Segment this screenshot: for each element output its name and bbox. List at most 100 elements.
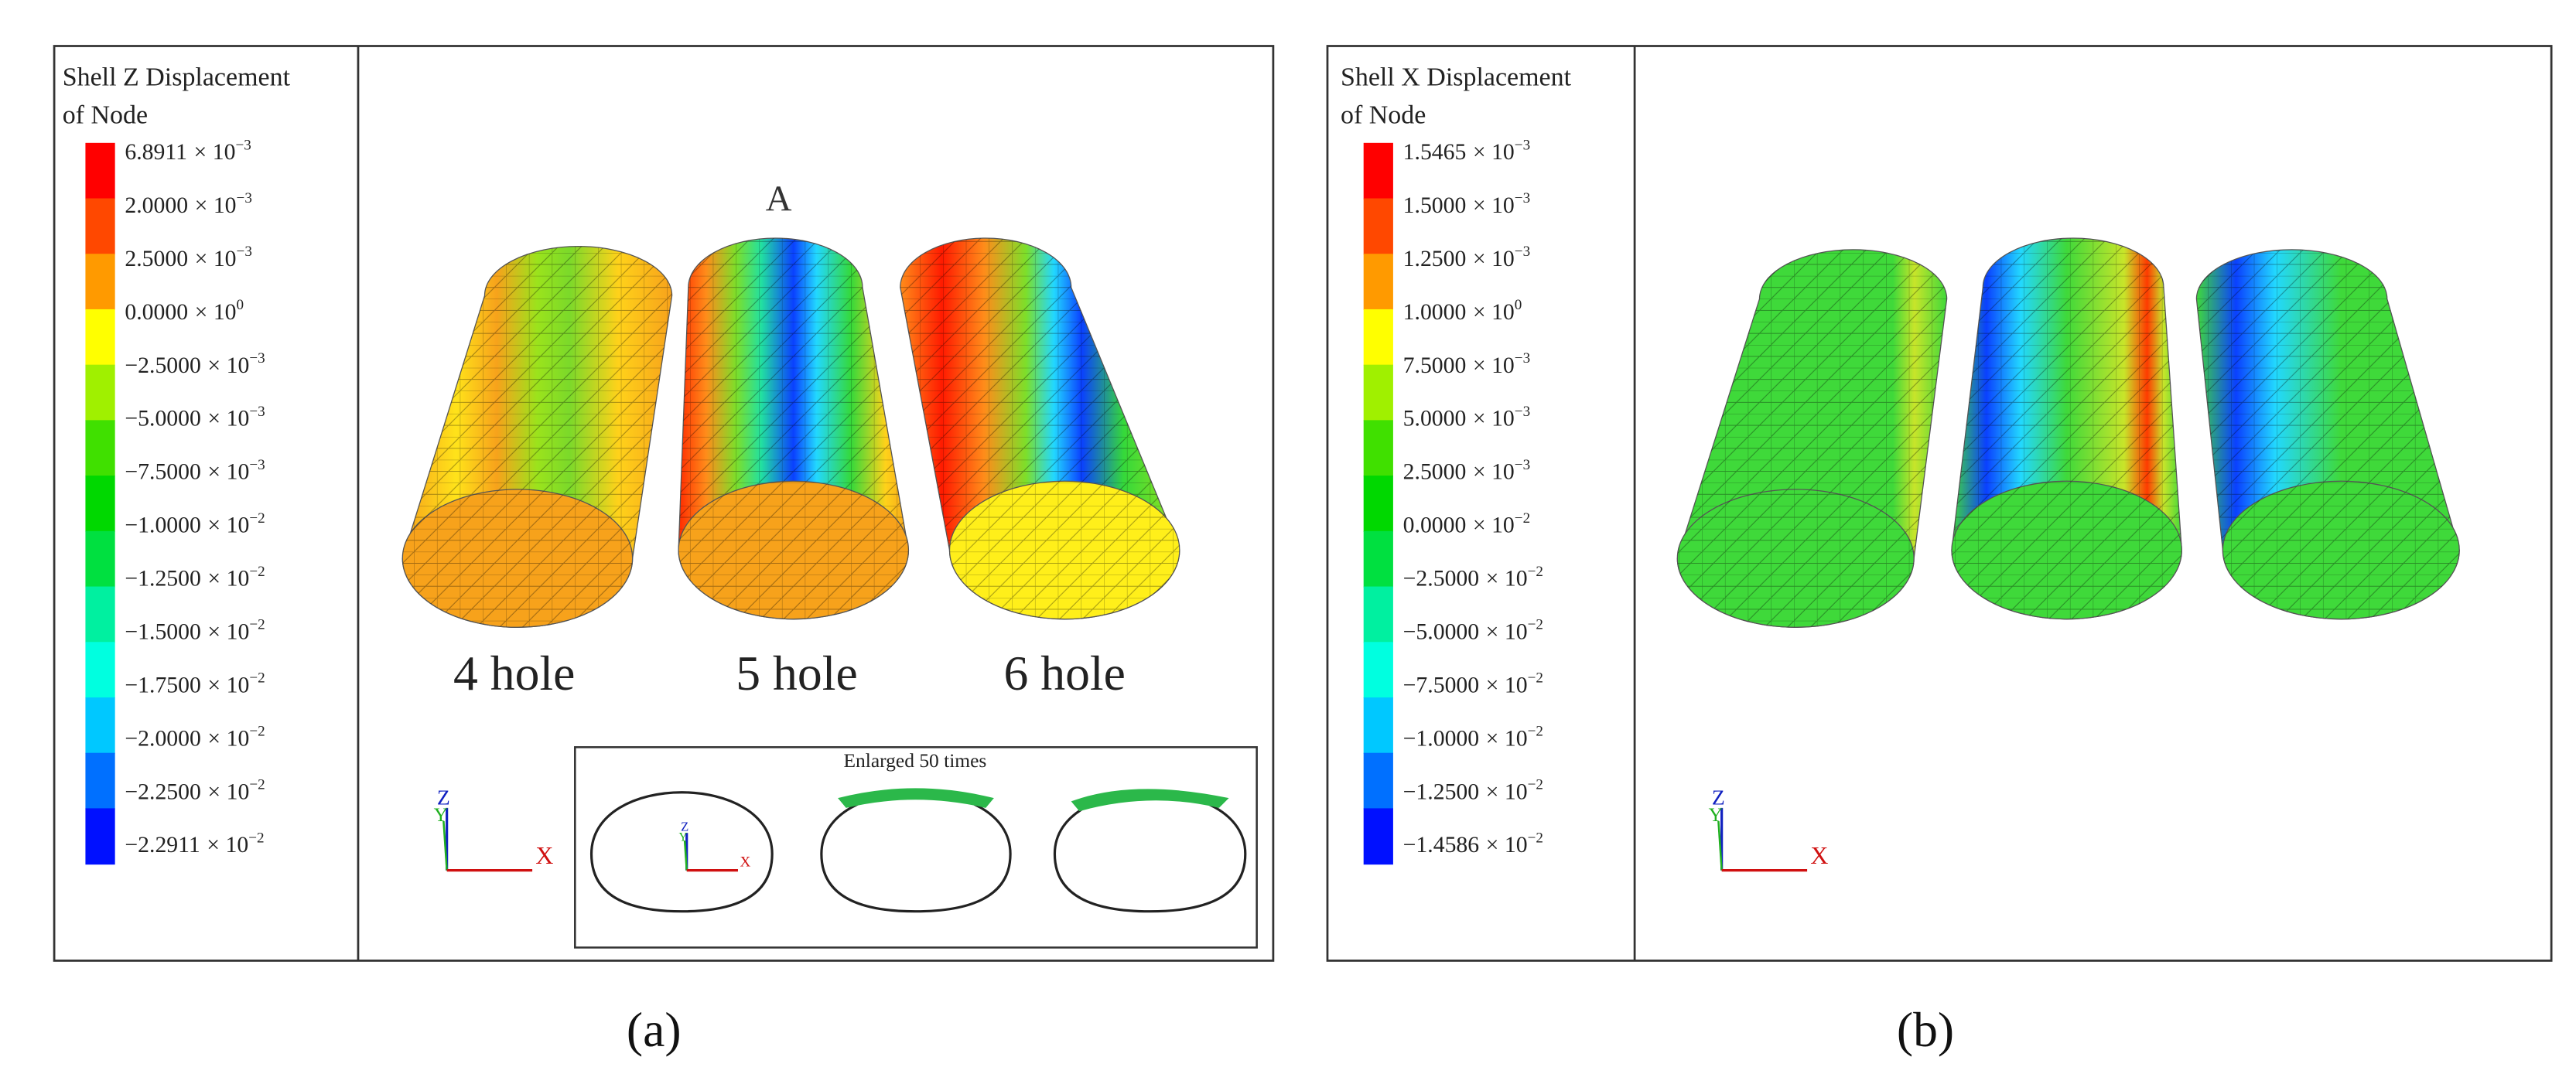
legend-exponent: −2 — [249, 777, 265, 793]
legend-exponent: −3 — [1515, 244, 1530, 260]
legend-mantissa: 1.0000 — [1403, 300, 1467, 325]
legend-base: × 10 — [1473, 140, 1515, 165]
axis-label: X — [535, 842, 553, 869]
legend-band — [85, 420, 115, 477]
legend-label: 6.8911 × 10−3 — [125, 137, 251, 165]
legend-band — [85, 476, 115, 532]
legend-base: × 10 — [207, 833, 248, 857]
legend-base: × 10 — [207, 726, 249, 751]
legend-label: 5.0000 × 10−3 — [1403, 404, 1530, 431]
legend-mantissa: 1.5465 — [1403, 140, 1467, 165]
legend-mantissa: −2.2911 — [125, 833, 200, 857]
legend-base: × 10 — [1486, 673, 1528, 697]
legend-band — [85, 642, 115, 699]
legend-base: × 10 — [207, 619, 249, 644]
panel-label: (b) — [1897, 1002, 1954, 1057]
legend-label: 1.0000 × 100 — [1403, 297, 1522, 325]
legend-mantissa: −5.0000 — [1403, 619, 1480, 644]
legend-label: −5.0000 × 10−3 — [125, 404, 265, 431]
axis-y — [683, 840, 688, 871]
cylinder-cap-mesh — [1677, 489, 1915, 628]
tunnel-outline — [1053, 791, 1247, 913]
legend-base: × 10 — [207, 673, 249, 697]
legend-base: × 10 — [1486, 619, 1528, 644]
legend-exponent: −2 — [249, 670, 265, 687]
legend-base: × 10 — [1486, 726, 1528, 751]
legend-mantissa: 2.5000 — [125, 247, 188, 271]
legend-band — [1363, 420, 1393, 477]
cylinder-label: 4 hole — [453, 646, 575, 701]
legend-label: 1.5000 × 10−3 — [1403, 190, 1530, 218]
legend-exponent: −2 — [1528, 777, 1543, 793]
legend-label: −2.2911 × 10−2 — [125, 830, 264, 858]
legend-exponent: −2 — [249, 510, 265, 527]
axis-label: Y — [1709, 803, 1723, 826]
legend-base: × 10 — [1473, 247, 1515, 271]
cylinder-cap-mesh — [678, 481, 909, 619]
legend-exponent: −2 — [249, 724, 265, 740]
legend-band — [85, 530, 115, 588]
legend-base: × 10 — [195, 300, 237, 325]
panel-label: (a) — [627, 1002, 682, 1057]
axis-y — [442, 820, 448, 871]
legend-base: × 10 — [195, 193, 237, 218]
legend-label: −5.0000 × 10−2 — [1403, 617, 1543, 645]
legend-band — [1363, 254, 1393, 311]
legend-mantissa: 5.0000 — [1403, 407, 1467, 431]
legend-band — [85, 586, 115, 643]
legend-exponent: −2 — [1515, 510, 1530, 527]
legend-band — [85, 697, 115, 754]
legend-label: −2.5000 × 10−3 — [125, 350, 265, 378]
axis-label: Z — [437, 786, 450, 810]
legend-base: × 10 — [1486, 779, 1528, 804]
legend-label: −2.5000 × 10−2 — [1403, 564, 1543, 592]
legend-title: Shell X Displacement — [1341, 63, 1572, 91]
cylinder-cap-mesh — [402, 489, 633, 628]
legend-label: −7.5000 × 10−3 — [125, 457, 265, 485]
legend-mantissa: −1.5000 — [125, 619, 201, 644]
legend-label: 1.2500 × 10−3 — [1403, 244, 1530, 271]
legend-exponent: −3 — [1515, 137, 1530, 153]
legend-label: 7.5000 × 10−3 — [1403, 350, 1530, 378]
legend-band — [1363, 476, 1393, 532]
deformation — [838, 788, 994, 808]
legend-band — [85, 808, 115, 865]
legend-exponent: −3 — [249, 350, 265, 367]
legend-mantissa: −7.5000 — [125, 460, 201, 485]
legend-base: × 10 — [207, 779, 249, 804]
legend-exponent: −3 — [1515, 190, 1530, 206]
legend-label: 2.5000 × 10−3 — [125, 244, 251, 271]
tunnel-outline — [589, 791, 774, 913]
axis-y — [1717, 820, 1723, 871]
axis-label: Y — [434, 803, 448, 826]
legend-base: × 10 — [195, 247, 237, 271]
legend-base: × 10 — [1486, 567, 1528, 592]
legend-exponent: −2 — [1528, 670, 1543, 687]
legend-base: × 10 — [207, 407, 249, 431]
legend-label: −1.4586 × 10−2 — [1403, 830, 1543, 858]
legend-base: × 10 — [1473, 300, 1515, 325]
axis-label: Y — [679, 830, 688, 844]
legend-title: of Node — [1341, 101, 1426, 129]
cylinder-cap-mesh — [949, 481, 1180, 619]
legend-label: −1.5000 × 10−2 — [125, 617, 265, 645]
legend-title: of Node — [63, 101, 148, 129]
axis-label: X — [740, 854, 751, 871]
legend-exponent: −3 — [235, 137, 251, 153]
legend-exponent: −3 — [237, 190, 252, 206]
legend-exponent: −2 — [1528, 830, 1543, 847]
legend-exponent: 0 — [237, 297, 244, 313]
inset-title: Enlarged 50 times — [843, 749, 986, 772]
legend-band — [85, 309, 115, 366]
legend-base: × 10 — [207, 353, 249, 378]
legend-base: × 10 — [1473, 353, 1515, 378]
legend-base: × 10 — [1473, 193, 1515, 218]
legend-band — [1363, 586, 1393, 643]
legend-band — [85, 254, 115, 311]
legend-base: × 10 — [207, 567, 249, 592]
legend-band — [1363, 697, 1393, 754]
legend-band — [85, 364, 115, 421]
legend-label: 0.0000 × 10−2 — [1403, 510, 1530, 538]
legend-base: × 10 — [207, 460, 249, 485]
